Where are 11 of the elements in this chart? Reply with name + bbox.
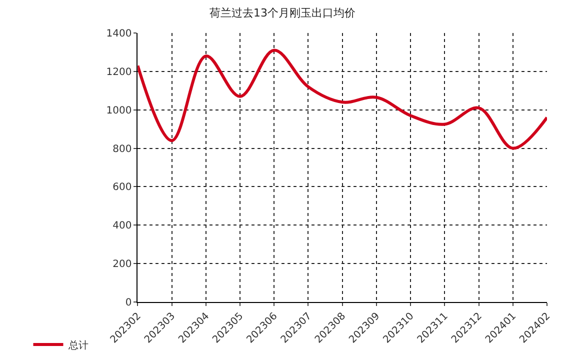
y-tick-label: 400 — [112, 220, 132, 232]
y-tick-label: 0 — [125, 298, 132, 308]
y-tick-label: 800 — [112, 144, 132, 155]
y-tick-label: 600 — [112, 182, 132, 194]
y-tick-label: 1400 — [106, 28, 132, 40]
legend-label: 总计 — [67, 339, 88, 352]
y-tick-label: 200 — [112, 259, 132, 270]
y-tick-label: 1200 — [106, 66, 132, 78]
chart-title: 荷兰过去13个月刚玉出口均价 — [210, 6, 356, 20]
y-tick-label: 1000 — [106, 105, 132, 116]
line-series — [138, 48, 547, 150]
